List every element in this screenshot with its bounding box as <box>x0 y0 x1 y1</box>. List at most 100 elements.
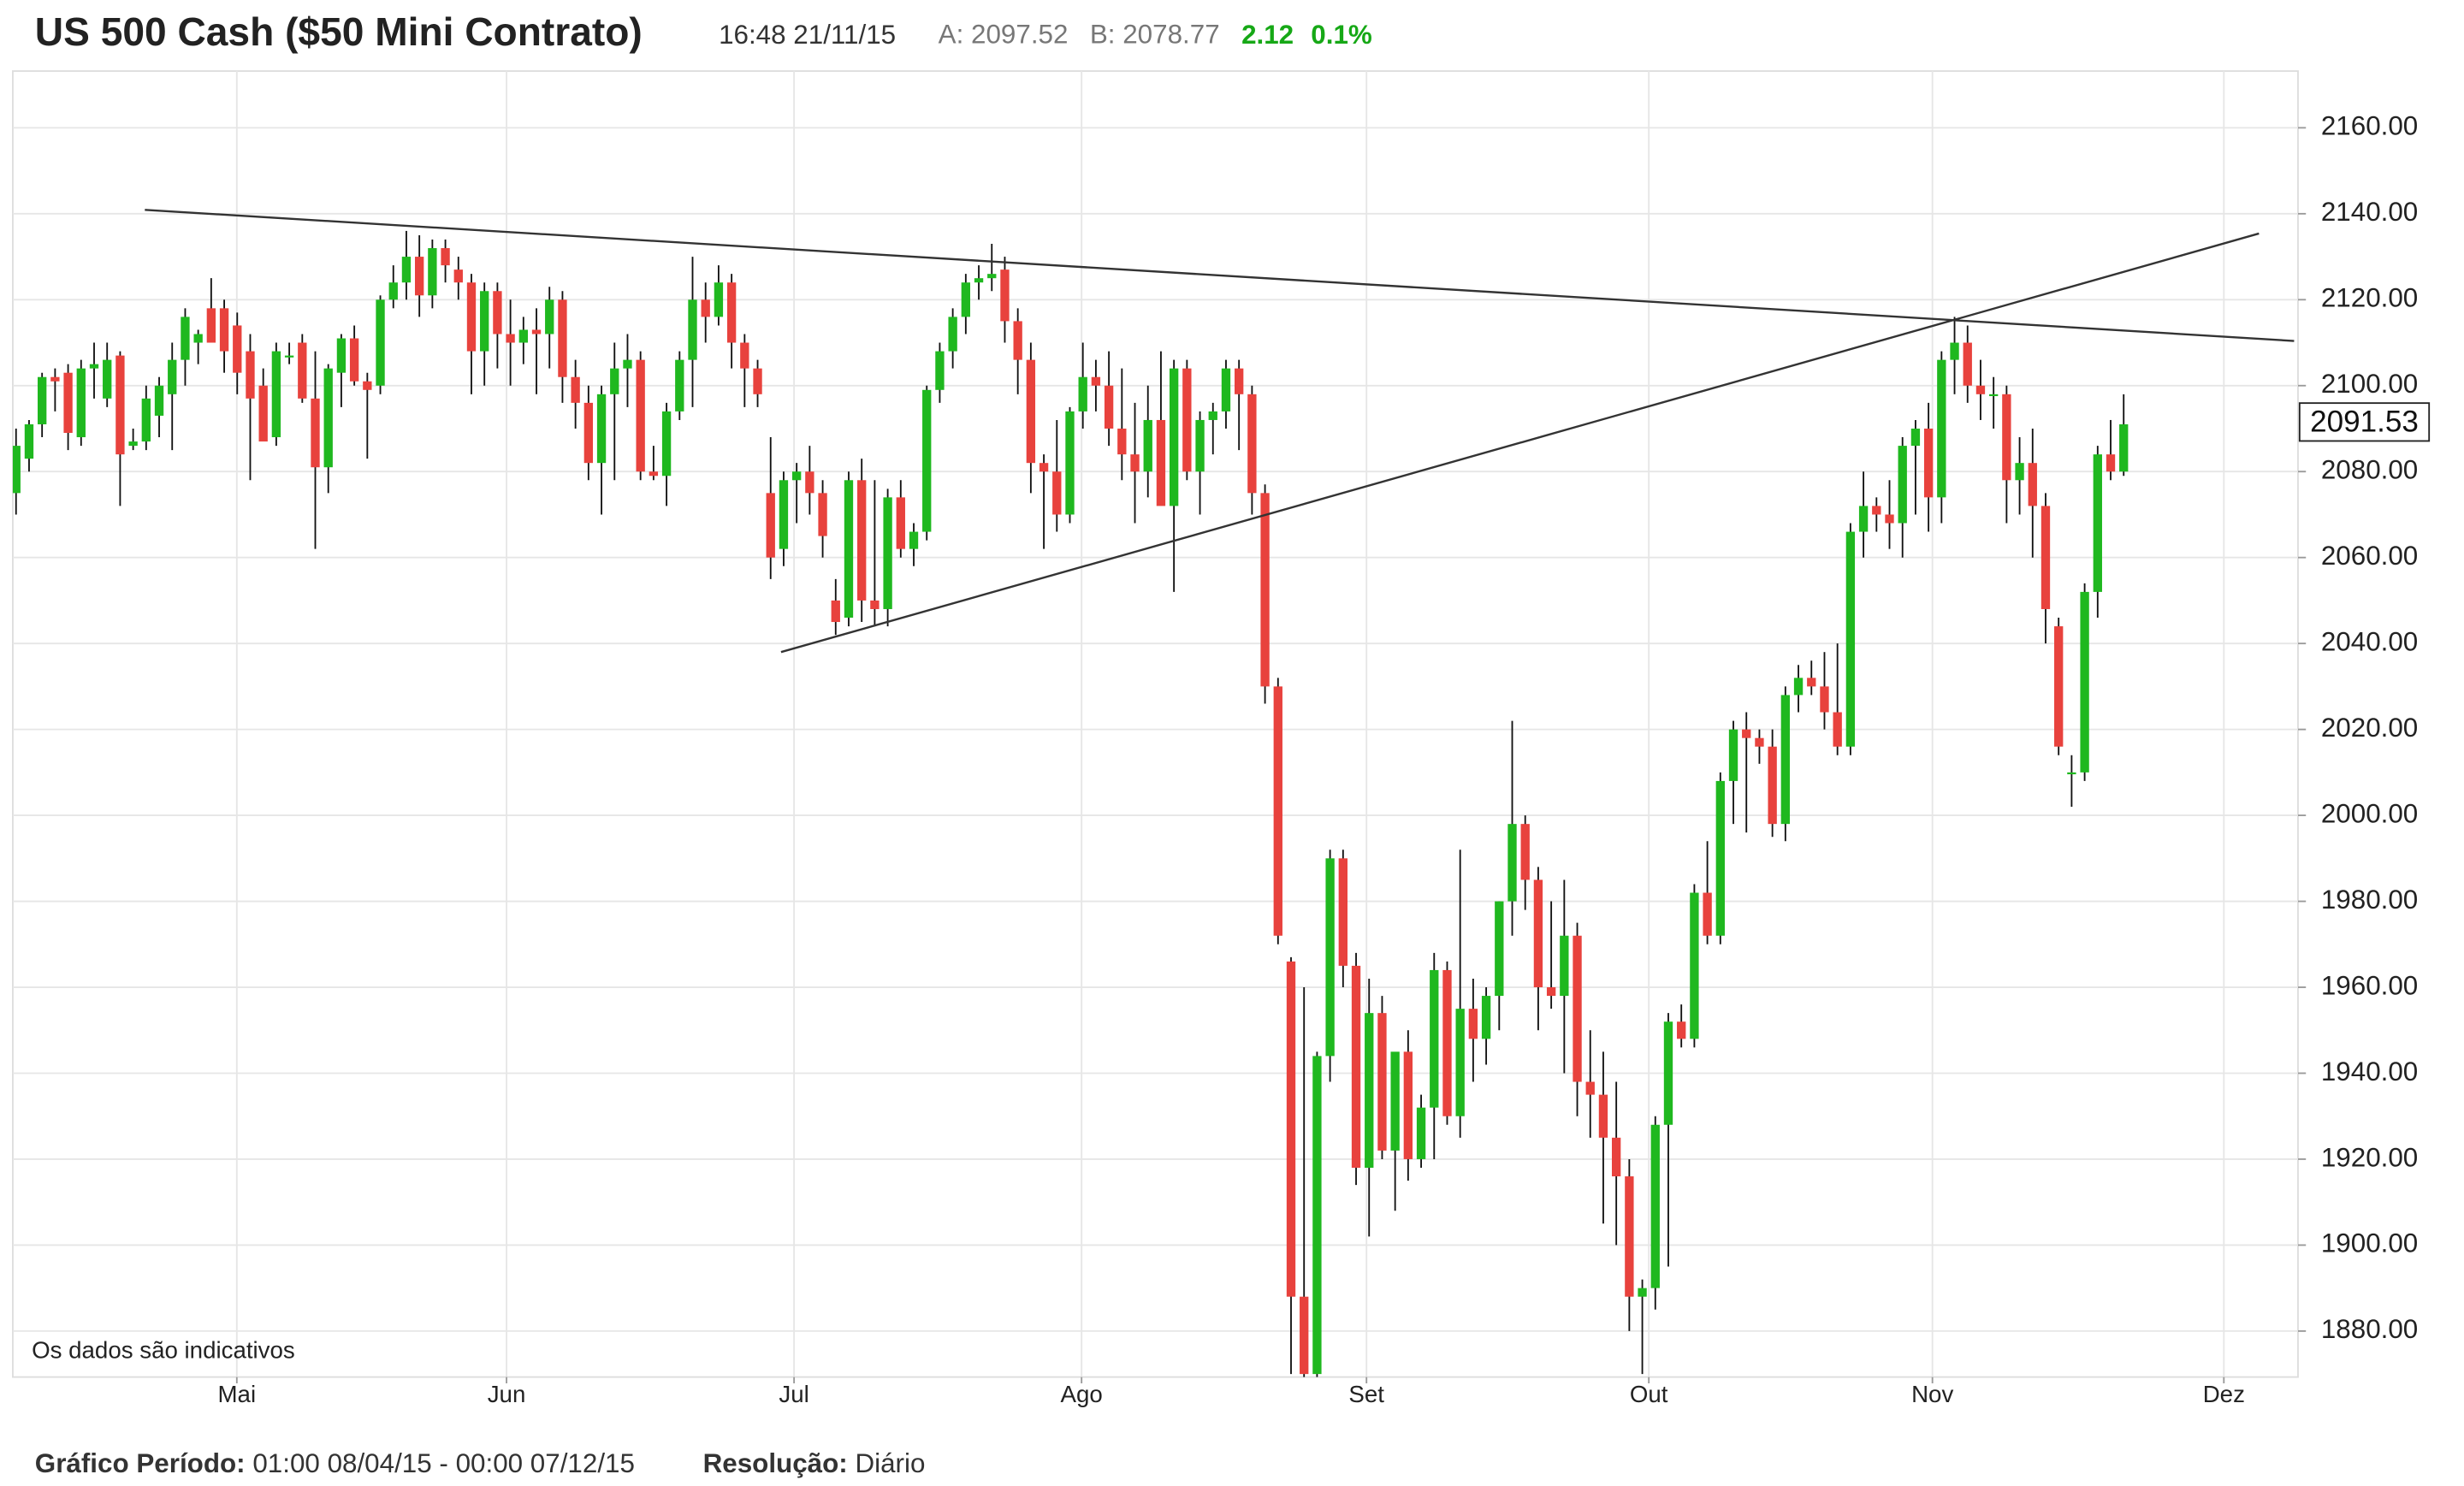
candle-body <box>466 282 477 352</box>
candle-body <box>1950 342 1959 360</box>
x-tick-label: Mai <box>218 1381 257 1407</box>
candle-body <box>1923 429 1934 498</box>
candle-body <box>1858 506 1869 532</box>
candle-body <box>1560 935 1569 997</box>
chart-title: US 500 Cash ($50 Mini Contrato) <box>35 9 643 54</box>
candle-body <box>1312 1056 1322 1375</box>
candle-body <box>154 385 164 416</box>
candle-body <box>1390 1051 1400 1151</box>
x-tick-label: Ago <box>1061 1381 1103 1407</box>
axes: 1880.00 1900.00 1920.00 1940.00 1960.00 1980.… <box>218 111 2431 1407</box>
candle-body <box>1520 824 1530 880</box>
candle-body <box>1988 394 1999 397</box>
note: Os dados são indicativos <box>32 1336 295 1363</box>
trendline <box>780 232 2260 654</box>
candle-body <box>974 278 984 283</box>
candle-body <box>1104 385 1114 429</box>
candle-body <box>363 381 372 390</box>
resolution-label: Resolução: <box>703 1448 848 1478</box>
candle-body <box>870 600 880 609</box>
time: 16:48 21/11/15 <box>719 20 896 50</box>
candle-body <box>688 299 697 360</box>
candle-body <box>726 282 737 343</box>
change-pct: 0.1% <box>1311 20 1372 50</box>
candle-body <box>1286 961 1296 1297</box>
candle-body <box>2080 591 2089 773</box>
candle-body <box>76 368 86 438</box>
candle-body <box>1260 493 1270 687</box>
candle-body <box>89 364 99 369</box>
candle-body <box>1208 411 1217 420</box>
period-label: Gráfico Período: <box>35 1448 246 1478</box>
y-tick-label: 2160.00 <box>2321 111 2418 141</box>
candle-body <box>636 359 645 472</box>
y-tick-label: 1960.00 <box>2321 970 2418 1000</box>
candle-body <box>1872 506 1881 515</box>
candle-body <box>2002 394 2011 481</box>
y-tick-label: 2080.00 <box>2321 455 2418 485</box>
candle-body <box>323 368 333 468</box>
candle-body <box>1937 359 1946 498</box>
candle-body <box>610 368 619 394</box>
period: 01:00 08/04/15 - 00:00 07/12/15 <box>252 1448 635 1478</box>
candle-body <box>1638 1288 1647 1297</box>
candle-body <box>857 480 867 601</box>
candle-body <box>1546 987 1556 997</box>
candle-body <box>2015 463 2024 481</box>
candle-body <box>1677 1021 1686 1039</box>
candle-body <box>376 299 385 386</box>
candle-body <box>168 359 177 394</box>
candle-body <box>675 359 684 411</box>
candle-body <box>233 325 242 373</box>
x-tick-label: Out <box>1630 1381 1668 1407</box>
y-tick-label: 2120.00 <box>2321 283 2418 313</box>
ask-label: A: <box>939 20 964 50</box>
candle-body <box>779 480 789 549</box>
candle-body <box>791 471 802 481</box>
y-tick-label: 2000.00 <box>2321 798 2418 828</box>
y-tick-label: 1940.00 <box>2321 1057 2418 1086</box>
candle-body <box>596 394 607 464</box>
candle-body <box>623 359 632 369</box>
candles <box>12 209 2295 1377</box>
candle-body <box>753 368 762 394</box>
candle-body <box>1780 695 1791 825</box>
candle-body <box>1845 531 1856 747</box>
candle-body <box>1365 1013 1374 1168</box>
candle-body <box>922 389 932 532</box>
candle-body <box>1455 1009 1465 1116</box>
candle-body <box>714 282 724 317</box>
y-tick-label: 2060.00 <box>2321 541 2418 571</box>
candle-body <box>1130 454 1140 472</box>
candle-body <box>805 471 814 494</box>
candle-body <box>1273 686 1282 936</box>
candle-body <box>1573 935 1582 1082</box>
candle-body <box>2106 454 2116 472</box>
trendline <box>145 209 2295 342</box>
candle-body <box>1052 471 1062 515</box>
candle-body <box>349 338 359 382</box>
candle-body <box>1833 712 1842 747</box>
candle-body <box>1300 1296 1309 1375</box>
candle-body <box>1338 858 1348 966</box>
candle-body <box>453 269 463 283</box>
candle-body <box>1416 1107 1426 1159</box>
candle-body <box>2040 506 2051 609</box>
candle-body <box>414 257 424 296</box>
y-tick-label: 1980.00 <box>2321 885 2418 915</box>
candle-body <box>1442 969 1452 1116</box>
candle-body <box>961 282 971 317</box>
x-tick-label: Jul <box>779 1381 808 1407</box>
candle-body <box>1221 368 1231 411</box>
candle-body <box>1091 376 1101 386</box>
candle-body <box>1703 892 1712 936</box>
candle-body <box>1377 1013 1387 1151</box>
candle-body <box>206 308 216 343</box>
candle-body <box>1026 359 1036 464</box>
candle-body <box>558 299 567 377</box>
candle-body <box>1403 1051 1413 1159</box>
candle-body <box>831 600 840 623</box>
bid: B: 2078.77 <box>1090 20 1220 50</box>
candle-body <box>1820 686 1829 713</box>
